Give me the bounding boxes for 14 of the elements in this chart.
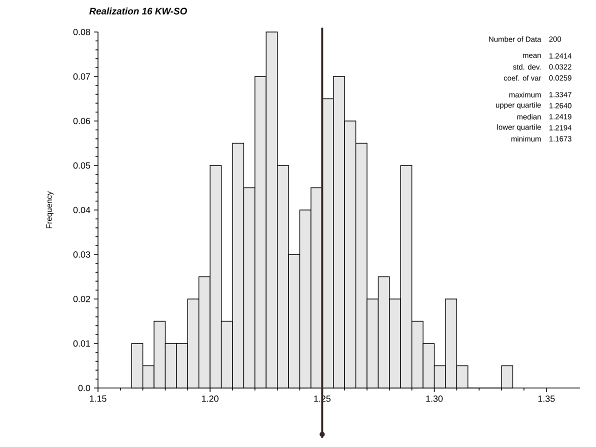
x-tick-label: 1.15 bbox=[90, 396, 106, 402]
y-tick-label: 0.05 bbox=[73, 162, 90, 169]
y-tick-label: 0.01 bbox=[73, 340, 90, 347]
chart-title: Realization 16 KW-SO bbox=[89, 8, 188, 14]
y-tick-label: 0.04 bbox=[73, 206, 90, 214]
y-tick-label: 0.06 bbox=[73, 118, 90, 124]
y-tick-label: 0.08 bbox=[73, 28, 90, 36]
y-tick-label: 0.02 bbox=[73, 296, 90, 302]
x-tick-label: 1.35 bbox=[538, 396, 555, 402]
x-tick-label: 1.20 bbox=[202, 396, 218, 402]
y-tick-label: 0.0 bbox=[78, 384, 90, 392]
y-tick-label: 0.03 bbox=[73, 251, 90, 258]
y-tick-label: 0.07 bbox=[73, 73, 90, 80]
x-tick-label: 1.30 bbox=[426, 396, 443, 402]
